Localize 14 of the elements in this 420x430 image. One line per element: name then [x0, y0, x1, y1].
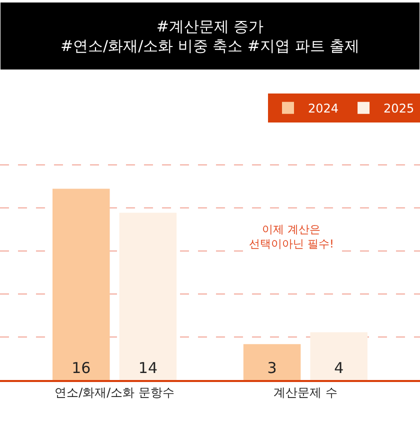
x-tick-label: 연소/화재/소화 문항수	[54, 385, 175, 400]
bar	[119, 212, 177, 380]
chart-title: #계산문제 증가 #연소/화재/소화 비중 축소 #지엽 파트 출제	[60, 17, 360, 55]
data-label: 3	[267, 359, 277, 377]
bar	[52, 188, 110, 380]
legend-label: 2025	[384, 102, 414, 116]
data-label: 4	[334, 359, 344, 377]
data-label: 16	[72, 359, 91, 377]
data-label: 14	[138, 359, 158, 377]
annotation: 이제 계산은 선택이아닌 필수!	[249, 223, 334, 250]
x-tick-label: 계산문제 수	[274, 385, 338, 400]
bar	[310, 332, 368, 380]
bar	[243, 344, 301, 380]
legend-label: 2024	[308, 102, 339, 116]
